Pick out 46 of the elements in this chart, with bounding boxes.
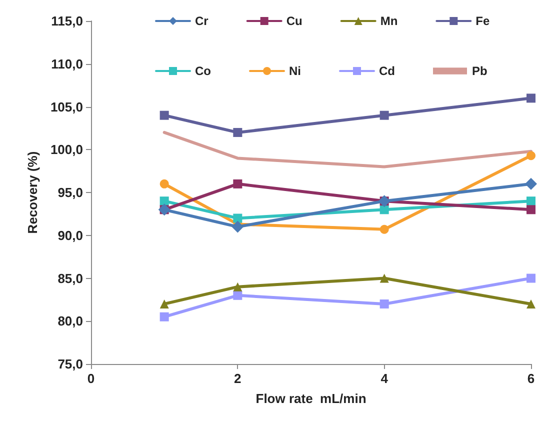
x-tick-label: 0	[87, 371, 95, 386]
point	[526, 274, 536, 283]
y-tick-label: 75,0	[58, 356, 83, 372]
y-tick-label: 115,0	[51, 14, 83, 28]
legend-label: Cu	[286, 14, 302, 28]
point	[233, 128, 242, 137]
x-axis-title: Flow rate mL/min	[256, 391, 366, 406]
point	[526, 94, 536, 103]
point	[160, 110, 169, 120]
point	[233, 290, 242, 300]
x-tick-label: 6	[527, 371, 535, 386]
point	[526, 205, 536, 214]
legend-label: Cr	[195, 14, 209, 28]
point	[526, 299, 536, 308]
y-tick-label: 105,0	[50, 99, 83, 114]
point	[233, 179, 242, 188]
legend-label: Mn	[380, 14, 398, 28]
point	[380, 110, 389, 120]
legend-label: Fe	[476, 14, 490, 28]
y-tick-label: 100,0	[50, 142, 83, 158]
y-tick-label: 110,0	[51, 56, 83, 72]
x-tick-label: 2	[234, 371, 242, 386]
point	[160, 299, 169, 308]
legend-label: Cd	[378, 64, 395, 78]
y-tick-label: 85,0	[58, 270, 83, 286]
point	[380, 274, 389, 283]
y-tick-label: 90,0	[58, 228, 83, 243]
y-axis-title: Recovery (%)	[25, 151, 40, 234]
point	[233, 282, 242, 292]
point	[232, 220, 244, 233]
x-tick-label: 4	[380, 371, 389, 386]
point	[525, 178, 537, 190]
point	[526, 151, 536, 160]
point	[160, 312, 169, 322]
point	[380, 299, 389, 308]
point	[233, 214, 242, 223]
y-tick-label: 95,0	[58, 185, 83, 200]
legend-label: Ni	[288, 64, 301, 78]
point	[380, 224, 389, 234]
point	[160, 179, 169, 188]
y-tick-label: 80,0	[58, 314, 83, 329]
point	[526, 196, 536, 206]
point	[380, 205, 389, 214]
legend-label: Co	[195, 64, 211, 78]
legend-label: Pb	[472, 64, 488, 78]
point	[160, 196, 169, 206]
